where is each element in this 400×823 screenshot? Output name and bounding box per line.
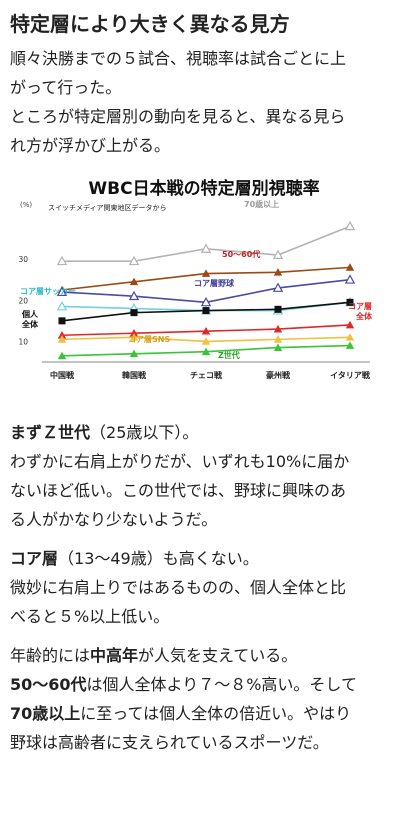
- x-tick-label: 豪州戦: [266, 370, 291, 380]
- age-line: 野球は高齢者に支えられているスポーツだ。: [10, 733, 329, 752]
- core-line: 微妙に右肩上りではあるものの、個人全体と比: [10, 578, 347, 597]
- z-generation-title-rest: （25歳以下）。: [90, 423, 199, 442]
- age-line: 年齢的には中高年が人気を支えている。: [10, 641, 390, 670]
- series-point: [201, 347, 211, 356]
- series-label: コア層サッカー: [20, 287, 76, 296]
- x-tick-label: 中国戦: [50, 370, 75, 380]
- series-point: [345, 341, 355, 349]
- series-label: Z世代: [218, 350, 240, 360]
- y-axis-unit: (%): [20, 201, 32, 209]
- age-paragraph: 年齢的には中高年が人気を支えている。 50〜60代は個人全体より７〜８%高い。そ…: [0, 641, 400, 757]
- series-point: [272, 282, 284, 292]
- z-generation-line: わずかに右肩上がりだが、いずれも10%に届か: [10, 452, 350, 471]
- series-point: [344, 274, 356, 284]
- age-line3-post: に至っては個人全体の倍近い。やはり: [80, 704, 352, 723]
- z-generation-paragraph: まずＺ世代（25歳以下）。 わずかに右肩上がりだが、いずれも10%に届か ないほ…: [0, 418, 400, 534]
- x-tick-label: 韓国戦: [122, 370, 147, 380]
- age-line1-post: が人気を支えている。: [138, 646, 298, 665]
- core-paragraph: コア層（13〜49歳）も高くない。 微妙に右肩上りではあるものの、個人全体と比 …: [0, 544, 400, 631]
- series-point: [129, 333, 139, 341]
- y-tick-label: 30: [18, 255, 28, 264]
- chart-background: [8, 174, 392, 402]
- series-point: [273, 268, 283, 276]
- series-point: [273, 335, 283, 343]
- intro-line: ところが特定層別の動向を見ると、異なる見ら: [10, 107, 346, 126]
- series-point: [57, 351, 67, 360]
- series-point: [201, 269, 211, 277]
- age-line1-bold: 中高年: [90, 646, 139, 665]
- y-tick-label: 10: [18, 337, 28, 346]
- series-point: [201, 326, 211, 335]
- series-point: [57, 331, 67, 339]
- series-point: [274, 305, 282, 313]
- series-label: 個人: [21, 309, 39, 319]
- series-point: [273, 343, 283, 351]
- series-point: [346, 298, 354, 306]
- z-generation-line: る人がかなり少ないようだ。: [10, 510, 218, 529]
- series-label: 全体: [355, 311, 373, 321]
- intro-line: がって行った。: [10, 78, 122, 97]
- series-label: 50〜60代: [222, 249, 260, 259]
- series-label: 70歳以上: [244, 199, 279, 209]
- series-point: [128, 255, 140, 266]
- series-point: [345, 320, 355, 329]
- z-generation-title: まずＺ世代（25歳以下）。: [10, 418, 390, 447]
- series-point: [345, 263, 355, 271]
- x-tick-label: チェコ戦: [190, 370, 223, 380]
- series-point: [56, 255, 68, 266]
- series-label: コア層野球: [194, 278, 235, 288]
- z-generation-title-bold: まずＺ世代: [10, 423, 91, 442]
- series-point: [128, 290, 140, 301]
- z-generation-line: ないほど低い。この世代では、野球に興味のあ: [10, 481, 347, 500]
- series-point: [57, 335, 67, 343]
- series-point: [129, 277, 139, 286]
- series-point: [345, 333, 355, 341]
- intro-line: 順々決勝までの５試合、視聴率は試合ごとに上: [10, 49, 347, 68]
- age-line3-bold: 70歳以上: [10, 704, 81, 723]
- chart-title: WBC日本戦の特定層別視聴率: [88, 178, 319, 199]
- series-point: [200, 243, 212, 253]
- chart-subtitle: スイッチメディア関東地区データから: [48, 203, 167, 212]
- core-title-bold: コア層: [10, 549, 59, 568]
- series-point: [202, 307, 210, 315]
- age-line1-pre: 年齢的には: [10, 646, 91, 665]
- series-point: [129, 349, 139, 358]
- series-point: [56, 286, 68, 297]
- series-label: コア層SNS: [128, 335, 170, 344]
- series-point: [273, 324, 283, 333]
- series-point: [56, 301, 68, 311]
- age-line2-bold: 50〜60代: [10, 675, 87, 694]
- series-point: [201, 337, 211, 345]
- intro-line: れ方が浮かび上がる。: [10, 136, 171, 155]
- series-point: [130, 309, 138, 317]
- core-title: コア層（13〜49歳）も高くない。: [10, 544, 390, 573]
- core-line: べると５%以上低い。: [10, 607, 170, 626]
- series-point: [58, 317, 66, 325]
- series-label: 全体: [21, 319, 39, 329]
- series-label: コア層: [348, 302, 372, 311]
- series-point: [129, 329, 139, 337]
- series-point: [272, 249, 284, 259]
- article: 特定層により大きく異なる見方 順々決勝までの５試合、視聴率は試合ごとに上 がって…: [0, 12, 400, 757]
- section-heading: 特定層により大きく異なる見方: [10, 12, 290, 36]
- viewership-chart: WBC日本戦の特定層別視聴率スイッチメディア関東地区データから (%) 10 20 30…: [8, 174, 392, 402]
- x-tick-label: イタリア戦: [330, 370, 371, 380]
- age-line: 50〜60代は個人全体より７〜８%高い。そして: [10, 670, 390, 699]
- age-line2-post: は個人全体より７〜８%高い。そして: [86, 675, 357, 694]
- series-point: [344, 220, 356, 231]
- y-tick-label: 20: [18, 296, 28, 305]
- core-title-rest: （13〜49歳）も高くない。: [58, 549, 259, 568]
- age-line: 70歳以上に至っては個人全体の倍近い。やはり: [10, 699, 390, 728]
- intro-paragraph: 順々決勝までの５試合、視聴率は試合ごとに上 がって行った。 ところが特定層別の動…: [0, 44, 400, 160]
